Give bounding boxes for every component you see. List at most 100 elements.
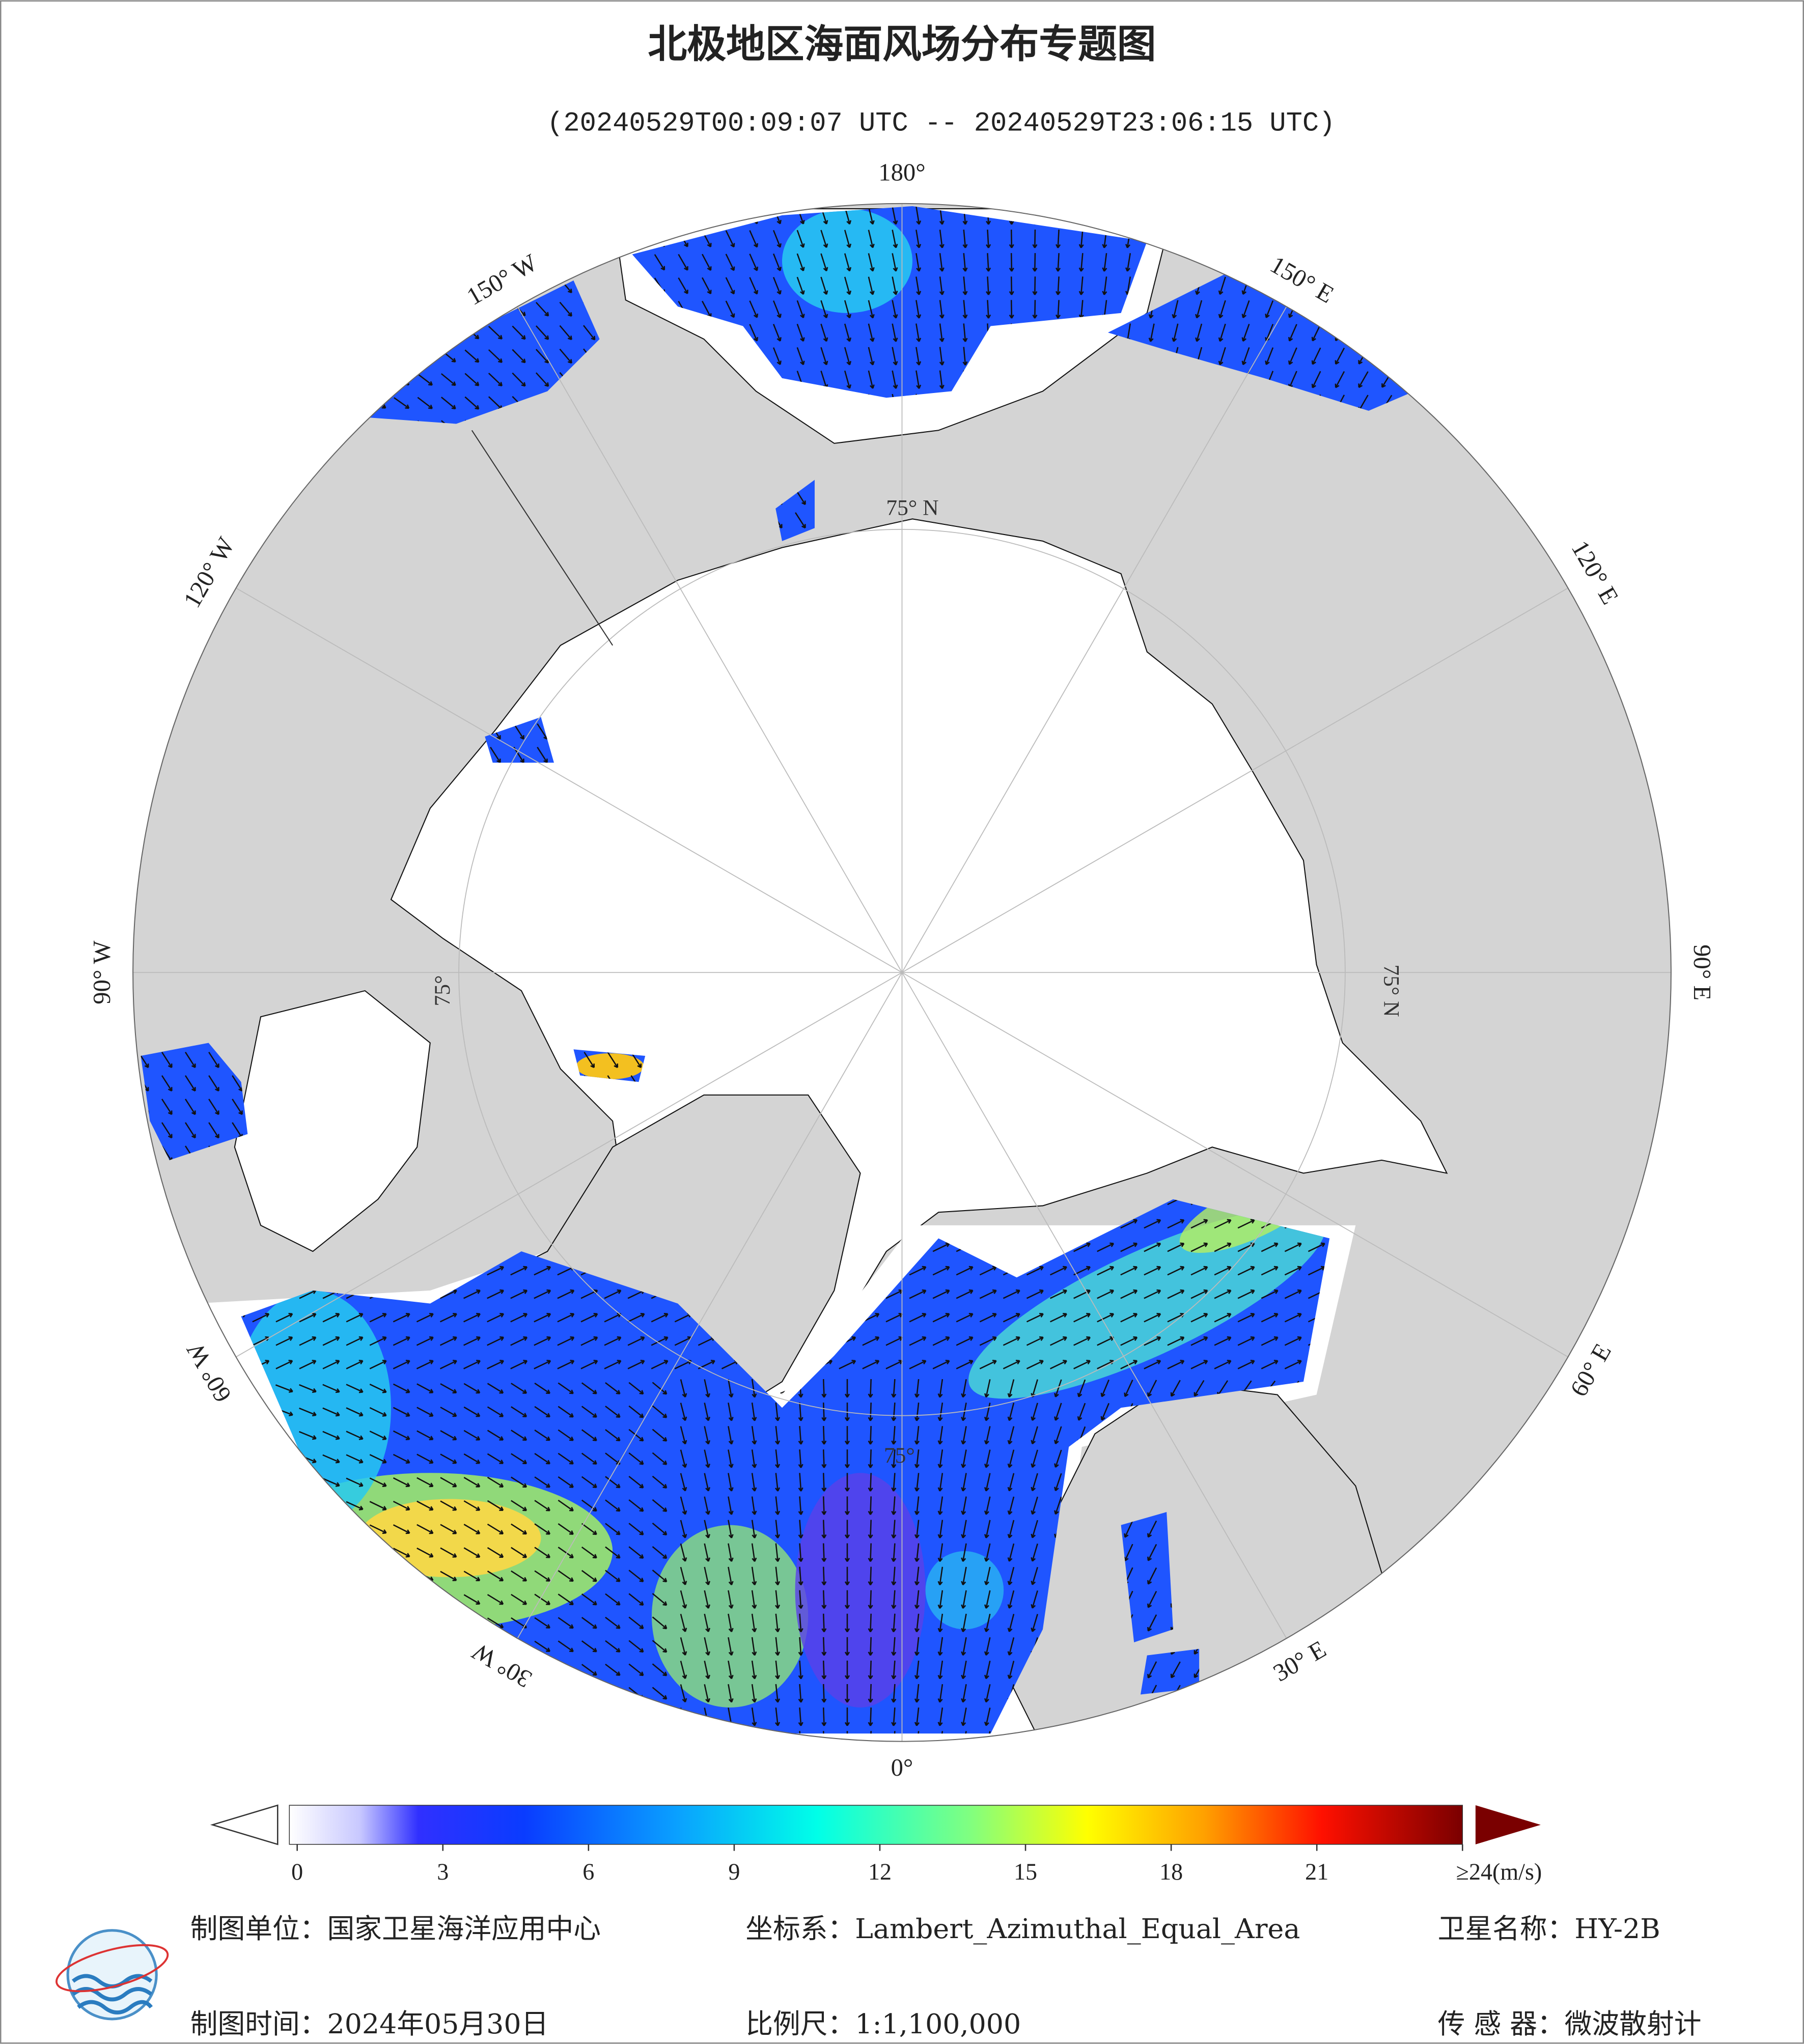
wind-arrow [704, 1520, 711, 1538]
wind-arrow [487, 1266, 504, 1276]
wind-arrow [651, 1336, 669, 1346]
wind-arrow [161, 1099, 173, 1115]
wind-arrow [932, 1266, 950, 1276]
longitude-label: 0° [891, 1754, 913, 1781]
wind-arrow [680, 1449, 687, 1468]
wind-arrow [798, 1473, 803, 1492]
wind-arrow [581, 1382, 597, 1394]
wind-arrow [558, 1617, 574, 1629]
wind-arrow [440, 1477, 457, 1488]
wind-arrow [909, 1359, 927, 1369]
wind-arrow [559, 325, 572, 341]
wind-arrow [1241, 300, 1250, 319]
meridian [236, 587, 902, 973]
wind-arrow [652, 1663, 668, 1676]
wind-arrow [1073, 1289, 1091, 1299]
wind-arrow [1009, 276, 1014, 295]
wind-arrow [299, 1312, 317, 1323]
wind-arrow [868, 1379, 873, 1398]
wind-arrow [939, 253, 945, 272]
wind-arrow [749, 324, 759, 342]
wind-arrow [439, 1359, 457, 1369]
wind-arrow [558, 1406, 574, 1418]
wind-arrow [322, 1312, 340, 1323]
wind-arrow [1261, 1289, 1279, 1299]
wind-arrow [775, 1566, 781, 1586]
wind-arrow [680, 1566, 687, 1585]
wind-arrow [1144, 1266, 1161, 1276]
wind-arrow [956, 1289, 974, 1299]
wind-arrow [1007, 1449, 1015, 1468]
wind-arrow [534, 1336, 551, 1346]
wind-arrow [440, 397, 456, 410]
wind-arrow [464, 349, 480, 363]
wind-arrow [820, 300, 828, 319]
wind-arrow [775, 1449, 781, 1468]
wind-arrow [393, 1430, 410, 1440]
wind-arrow [1284, 1266, 1302, 1276]
wind-arrow [417, 1547, 434, 1558]
wind-arrow [891, 1684, 897, 1703]
wind-arrow [1050, 1336, 1067, 1346]
wind-arrow [559, 301, 572, 317]
wind-arrow [463, 1594, 481, 1605]
wind-arrow [1124, 1544, 1133, 1561]
wind-arrow [868, 323, 875, 342]
wind-arrow [891, 1426, 897, 1445]
wind-arrow [749, 230, 759, 248]
wind-arrow [558, 1382, 574, 1394]
wind-arrow [937, 1660, 943, 1679]
wind-arrow [909, 1266, 927, 1276]
wind-arrow [775, 1590, 781, 1609]
meridian [902, 972, 1568, 1358]
wind-arrow [1195, 323, 1203, 342]
wind-arrow [772, 230, 782, 248]
wind-arrow [581, 1570, 597, 1582]
wind-arrow [1144, 1219, 1161, 1229]
wind-arrow [751, 1473, 757, 1492]
wind-arrow [1073, 1242, 1091, 1252]
wind-arrow [1261, 1242, 1279, 1252]
wind-arrow [961, 1566, 967, 1585]
wind-arrow [1073, 1359, 1091, 1369]
wind-arrow [914, 1660, 920, 1679]
wind-arrow [1120, 1219, 1138, 1229]
wind-arrow [1056, 300, 1061, 319]
wind-arrow [891, 1590, 897, 1609]
wind-arrow [939, 323, 945, 342]
wind-arrow [1003, 1359, 1020, 1369]
wind-arrow [1031, 1590, 1038, 1609]
wind-arrow [534, 1453, 550, 1465]
wind-arrow [680, 1590, 687, 1609]
wind-arrow [369, 1454, 387, 1464]
wind-arrow [914, 1707, 920, 1726]
wind-arrow [581, 1664, 597, 1676]
wind-arrow [557, 1336, 575, 1346]
wind-arrow [751, 1379, 757, 1398]
wind-arrow [534, 1312, 551, 1323]
wind-arrow [1148, 323, 1155, 342]
wind-arrow [1050, 1312, 1067, 1323]
wind-arrow [775, 1660, 781, 1679]
wind-arrow [1190, 1359, 1208, 1369]
longitude-label: 90° W [88, 940, 116, 1004]
wind-arrow [961, 1707, 967, 1726]
wind-arrow [728, 1566, 734, 1585]
wind-arrow [393, 1359, 410, 1369]
wind-arrow [1031, 1543, 1038, 1562]
wind-arrow [1311, 347, 1321, 365]
wind-arrow [892, 276, 898, 295]
wind-arrow [322, 1384, 340, 1393]
wind-arrow [1335, 371, 1345, 388]
wind-arrow [704, 1590, 711, 1609]
wind-arrow [534, 1593, 550, 1605]
wind-arrow [605, 1663, 621, 1676]
wind-arrow [979, 1359, 997, 1369]
wind-arrow [1311, 371, 1321, 388]
wind-arrow [772, 347, 782, 366]
wind-arrow [1124, 1380, 1133, 1397]
wind-arrow [534, 1476, 550, 1488]
wind-arrow [534, 1406, 550, 1418]
wind-arrow [844, 1496, 850, 1515]
wind-arrow [979, 1312, 997, 1323]
